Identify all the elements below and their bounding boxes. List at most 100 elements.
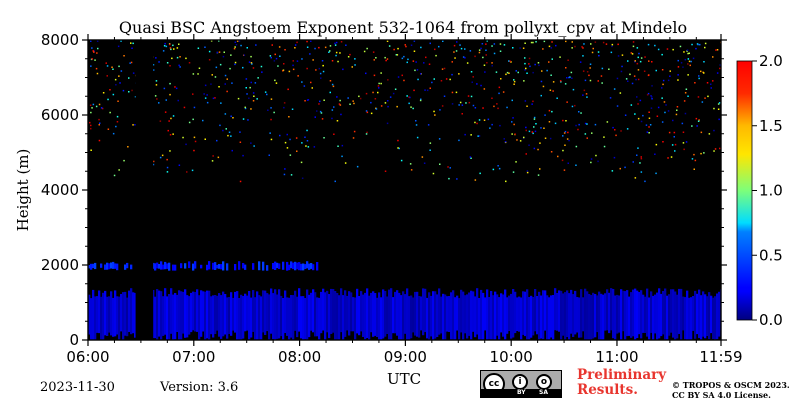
noise-speckle xyxy=(584,122,587,125)
noise-speckle xyxy=(665,104,667,106)
x-tick-label: 07:00 xyxy=(172,348,215,366)
noise-speckle xyxy=(584,79,587,82)
noise-speckle xyxy=(384,56,386,59)
noise-speckle xyxy=(365,92,368,95)
noise-speckle xyxy=(528,57,531,60)
noise-speckle xyxy=(575,145,578,148)
noise-speckle xyxy=(683,100,686,102)
heatmap-cell-aerosol-layer xyxy=(604,293,607,331)
noise-speckle xyxy=(245,78,248,80)
heatmap-cell-aerosol-layer xyxy=(352,297,355,332)
noise-speckle xyxy=(372,51,375,53)
noise-speckle xyxy=(247,119,249,121)
noise-speckle xyxy=(627,80,629,82)
heatmap-cell-aerosol-layer xyxy=(542,290,545,340)
heatmap-cell-aerosol-layer xyxy=(154,296,157,339)
noise-speckle xyxy=(296,60,299,62)
noise-speckle xyxy=(116,115,119,118)
heatmap-cell-aerosol-layer xyxy=(510,293,513,339)
cc-license-badge[interactable]: cc i o BY SA xyxy=(480,370,562,398)
noise-speckle xyxy=(226,90,228,93)
noise-speckle xyxy=(132,124,134,126)
noise-speckle xyxy=(524,42,526,44)
noise-speckle xyxy=(651,96,653,98)
noise-speckle xyxy=(451,61,453,63)
noise-speckle xyxy=(497,107,499,110)
noise-speckle xyxy=(171,57,173,60)
noise-speckle xyxy=(287,88,289,91)
noise-speckle xyxy=(495,71,498,73)
noise-speckle xyxy=(254,82,257,84)
noise-speckle xyxy=(469,50,472,52)
noise-speckle xyxy=(318,67,321,70)
noise-speckle xyxy=(245,87,247,89)
heatmap-cell-aerosol-layer xyxy=(226,297,229,339)
noise-speckle xyxy=(566,77,568,79)
noise-speckle xyxy=(366,111,369,114)
noise-speckle xyxy=(93,51,95,53)
noise-speckle xyxy=(541,70,543,72)
noise-speckle xyxy=(669,75,671,77)
heatmap-cell-elevated-thin-layer xyxy=(104,264,107,270)
x-axis: 06:00 07:00 08:00 09:00 10:00 11:00 11:59 xyxy=(66,34,743,366)
noise-speckle xyxy=(646,94,649,96)
noise-speckle xyxy=(698,75,700,77)
noise-speckle xyxy=(332,85,335,88)
heatmap-cell-aerosol-layer xyxy=(508,295,511,331)
noise-speckle xyxy=(686,50,688,52)
noise-speckle xyxy=(606,121,609,123)
noise-speckle xyxy=(500,78,502,80)
noise-speckle xyxy=(270,118,272,121)
colorbar-tick-label: 1.0 xyxy=(759,182,783,200)
noise-speckle xyxy=(451,103,454,105)
noise-speckle xyxy=(420,73,422,75)
noise-speckle xyxy=(608,68,610,70)
noise-speckle xyxy=(403,55,405,58)
heatmap-cell-aerosol-layer xyxy=(348,291,351,336)
noise-speckle xyxy=(412,60,415,62)
heatmap-cell-aerosol-layer xyxy=(182,291,185,334)
noise-speckle xyxy=(673,136,675,138)
noise-speckle xyxy=(353,102,355,105)
noise-speckle xyxy=(93,50,95,52)
y-tick-label: 6000 xyxy=(41,106,79,124)
noise-speckle xyxy=(563,169,566,171)
noise-speckle xyxy=(352,100,354,102)
noise-speckle xyxy=(107,98,109,101)
heatmap-cell-aerosol-layer xyxy=(172,294,175,340)
noise-speckle xyxy=(632,41,635,43)
noise-speckle xyxy=(159,120,162,122)
noise-speckle xyxy=(431,81,433,84)
noise-speckle xyxy=(533,116,536,119)
noise-speckle xyxy=(559,80,562,82)
noise-speckle xyxy=(687,95,689,97)
noise-speckle xyxy=(358,95,360,98)
noise-speckle xyxy=(305,145,307,147)
noise-speckle xyxy=(525,129,527,132)
noise-speckle xyxy=(406,95,408,97)
noise-speckle xyxy=(100,107,103,109)
noise-speckle xyxy=(413,40,416,42)
heatmap-cell-aerosol-layer xyxy=(266,293,269,332)
noise-speckle xyxy=(591,51,594,54)
noise-speckle xyxy=(395,54,398,56)
heatmap-cell-aerosol-layer xyxy=(304,298,307,340)
heatmap-cell-aerosol-layer xyxy=(646,288,649,337)
heatmap-cell-aerosol-layer xyxy=(302,296,305,340)
heatmap-cell-elevated-thin-layer xyxy=(288,264,291,271)
noise-speckle xyxy=(322,64,324,67)
heatmap-cell-aerosol-layer xyxy=(398,292,401,340)
noise-speckle xyxy=(528,63,530,65)
noise-speckle xyxy=(172,44,174,47)
noise-speckle xyxy=(697,120,700,122)
noise-speckle xyxy=(90,127,92,130)
noise-speckle xyxy=(319,110,322,113)
noise-speckle xyxy=(567,162,569,164)
noise-speckle xyxy=(380,72,382,74)
noise-speckle xyxy=(655,143,658,146)
heatmap-cell-aerosol-layer xyxy=(350,292,353,332)
heatmap-cell-aerosol-layer xyxy=(696,293,699,335)
noise-speckle xyxy=(97,47,99,50)
noise-speckle xyxy=(378,82,380,85)
noise-speckle xyxy=(119,82,121,84)
